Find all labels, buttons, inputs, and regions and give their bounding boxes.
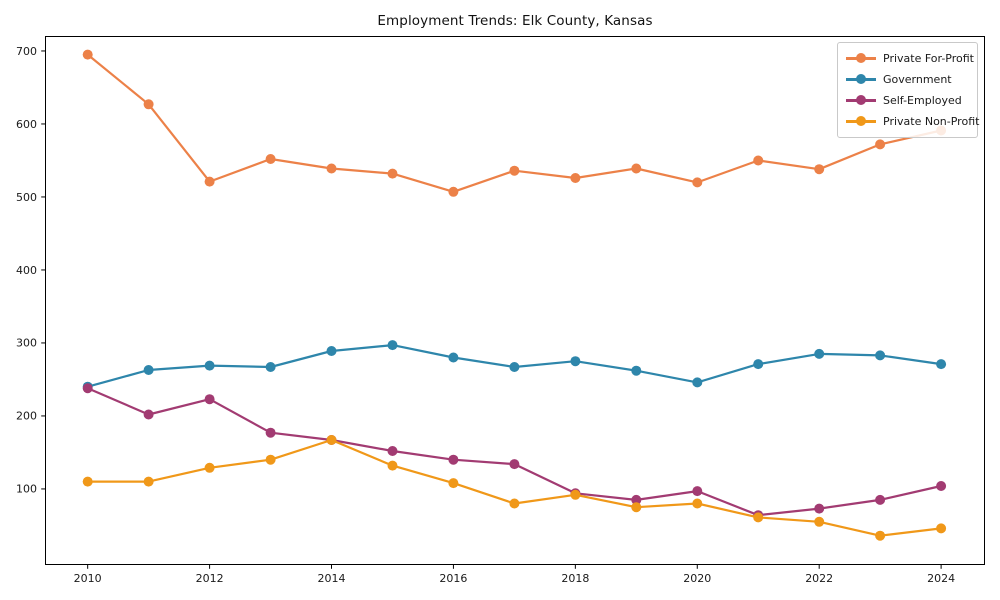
data-point (570, 173, 581, 183)
x-tick-label: 2022 (805, 572, 833, 585)
y-tick-label: 500 (16, 191, 37, 204)
data-point (448, 454, 459, 465)
data-point (631, 365, 642, 376)
data-point (265, 454, 276, 465)
data-point (326, 435, 337, 445)
series-line-3 (86, 438, 943, 537)
data-point (143, 365, 154, 375)
data-point (509, 165, 520, 176)
dot-icon (856, 95, 866, 106)
x-tick-label: 2014 (318, 572, 346, 585)
data-point (387, 446, 398, 456)
data-point (448, 186, 459, 197)
x-tick-label: 2024 (927, 572, 955, 585)
data-point (814, 503, 825, 514)
data-point (204, 176, 215, 187)
data-point (631, 502, 642, 513)
data-point (387, 460, 398, 471)
data-point (692, 498, 703, 509)
line-marker-icon (846, 116, 876, 127)
data-point (265, 154, 276, 164)
plot-frame (45, 36, 985, 565)
legend: Private For-Profit Government Self-Emplo… (837, 42, 979, 138)
data-point (265, 427, 276, 438)
data-point (631, 494, 642, 505)
data-point (631, 163, 642, 174)
data-point (570, 356, 581, 367)
legend-entry-government: Government (846, 73, 969, 86)
line-marker-icon (846, 53, 876, 64)
series-line-2 (86, 387, 943, 517)
data-point (753, 155, 764, 166)
data-point (326, 163, 337, 174)
data-point (448, 478, 459, 489)
data-point (204, 462, 215, 473)
data-point (692, 486, 703, 497)
data-point (82, 383, 93, 394)
data-point (875, 139, 886, 150)
x-tick-label: 2012 (196, 572, 224, 585)
data-point (143, 409, 154, 420)
x-tick-label: 2018 (561, 572, 589, 585)
data-point (265, 362, 276, 372)
data-point (509, 362, 520, 372)
data-point (82, 49, 93, 60)
data-point (204, 360, 215, 371)
dot-icon (856, 53, 866, 64)
data-point (936, 481, 947, 491)
data-point (936, 359, 947, 370)
data-point (387, 340, 398, 351)
legend-entry-private-non-profit: Private Non-Profit (846, 115, 979, 128)
data-point (692, 377, 703, 388)
dot-icon (856, 74, 866, 85)
data-point (509, 498, 520, 509)
y-tick-label: 300 (16, 337, 37, 350)
data-point (936, 523, 947, 534)
data-point (387, 168, 398, 179)
y-tick-label: 700 (16, 45, 37, 58)
data-point (448, 352, 459, 363)
legend-label: Private Non-Profit (883, 115, 980, 128)
legend-label: Government (883, 73, 952, 86)
line-marker-icon (846, 95, 876, 106)
chart-title: Employment Trends: Elk County, Kansas (377, 13, 653, 29)
data-point (509, 459, 520, 470)
data-point (753, 512, 764, 523)
data-point (814, 348, 825, 359)
data-point (82, 476, 93, 487)
y-tick-label: 100 (16, 483, 37, 496)
line-marker-icon (846, 74, 876, 85)
legend-entry-self-employed: Self-Employed (846, 94, 969, 107)
x-tick-label: 2020 (683, 572, 711, 585)
data-point (814, 164, 825, 175)
data-point (753, 359, 764, 370)
data-point (204, 394, 215, 405)
data-point (143, 476, 154, 487)
data-point (692, 177, 703, 188)
x-tick-label: 2010 (74, 572, 102, 585)
x-tick-label: 2016 (439, 572, 467, 585)
data-point (326, 346, 337, 356)
data-point (875, 530, 886, 541)
data-point (570, 489, 581, 500)
legend-label: Self-Employed (883, 94, 962, 107)
y-tick-label: 400 (16, 264, 37, 277)
data-point (875, 494, 886, 505)
dot-icon (856, 116, 866, 127)
legend-entry-private-for-profit: Private For-Profit (846, 52, 974, 65)
legend-label: Private For-Profit (883, 52, 974, 65)
data-point (875, 350, 886, 361)
data-point (143, 99, 154, 110)
data-point (814, 516, 825, 527)
y-tick-label: 600 (16, 118, 37, 131)
y-tick-label: 200 (16, 410, 37, 423)
